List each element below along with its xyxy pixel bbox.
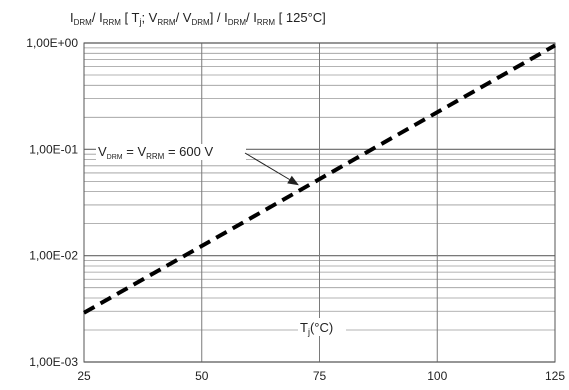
chart-title: IDRM/ IRRM [ Tj; VRRM/ VDRM] / IDRM/ IRR… xyxy=(70,10,326,27)
y-tick-label: 1,00E-01 xyxy=(29,142,78,156)
x-tick-label: 75 xyxy=(313,369,327,383)
x-tick-label: 125 xyxy=(545,369,565,383)
y-tick-label: 1,00E+00 xyxy=(26,36,78,50)
y-axis-ticks: 1,00E-03 1,00E-02 1,00E-01 1,00E+00 xyxy=(26,36,78,369)
x-axis-label-group: Tj(°C) xyxy=(298,318,346,337)
x-axis-label-background xyxy=(298,318,346,336)
annotation-text: VDRM = VRRM = 600 V xyxy=(98,144,213,161)
plot-frame xyxy=(83,42,556,363)
x-tick-label: 100 xyxy=(427,369,447,383)
annotation-arrowhead xyxy=(287,175,299,186)
x-axis-ticks: 25 50 75 100 125 xyxy=(77,369,565,383)
series-layer xyxy=(83,43,556,315)
annotation: VDRM = VRRM = 600 V xyxy=(96,144,299,186)
y-tick-label: 1,00E-03 xyxy=(29,355,78,369)
x-axis-label: Tj(°C) xyxy=(300,320,333,337)
x-tick-label: 25 xyxy=(77,369,91,383)
annotation-background xyxy=(96,144,246,160)
major-gridlines xyxy=(83,42,556,363)
annotation-leader-line xyxy=(244,152,290,180)
x-tick-label: 50 xyxy=(195,369,209,383)
series-line xyxy=(83,43,556,315)
y-tick-label: 1,00E-02 xyxy=(29,249,78,263)
